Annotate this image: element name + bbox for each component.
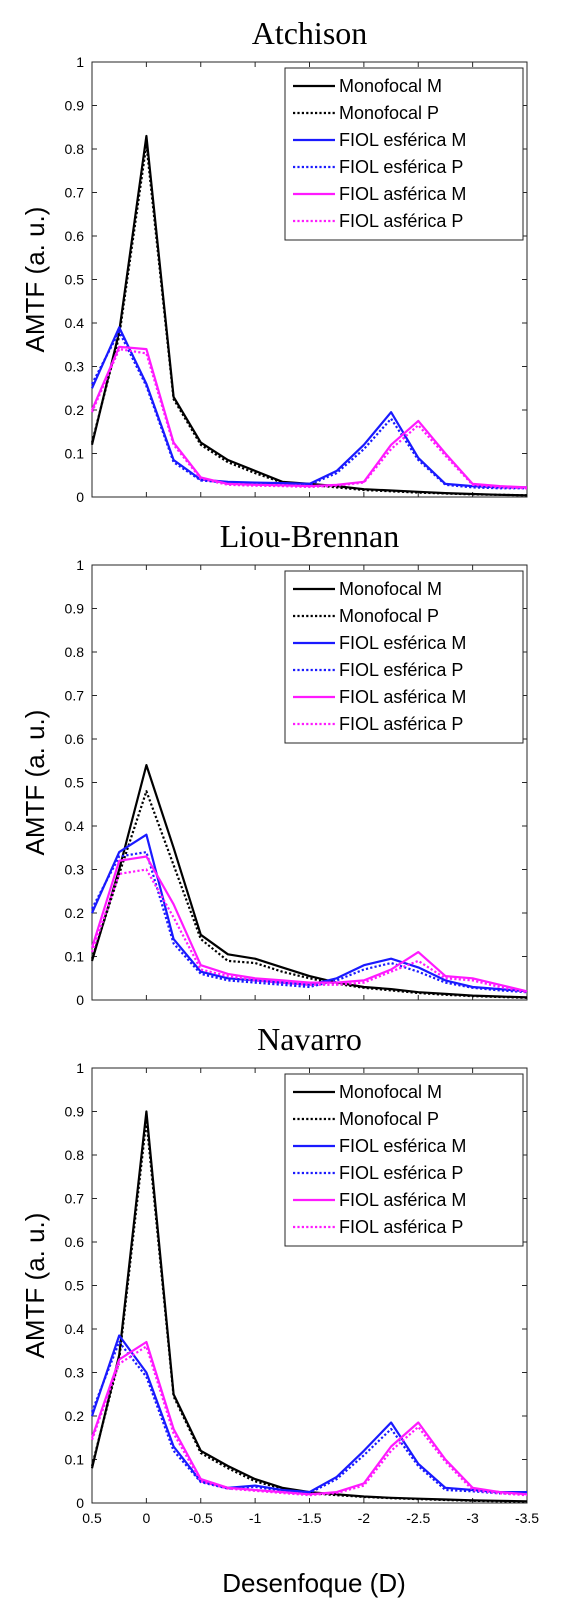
y-tick-label: 0.1 — [65, 949, 85, 965]
series-line-5 — [90, 1345, 528, 1497]
series-line-0 — [90, 763, 528, 999]
y-tick-label: 0.2 — [65, 1408, 85, 1424]
series-line-3 — [90, 1340, 527, 1495]
legend-entry: Monofocal P — [339, 1109, 439, 1129]
chart-panel-0: Atchison 0 0.1 0.2 0.3 0.4 0.5 0.6 0.7 0.8 0.9 1 AMT… — [20, 15, 528, 505]
series-line-5 — [90, 868, 528, 994]
series-line-2 — [90, 326, 527, 489]
series-line-1 — [90, 790, 528, 999]
chart-title: Navarro — [257, 1021, 362, 1057]
y-tick-label: 0 — [76, 1495, 84, 1511]
legend-entry: FIOL asférica P — [339, 1217, 463, 1237]
y-tick-label: 0.4 — [65, 818, 85, 834]
y-tick-label: 0.9 — [65, 1104, 85, 1120]
y-tick-label: 0.8 — [65, 141, 85, 157]
y-tick-label: 0 — [76, 489, 84, 505]
x-tick-label: -1 — [249, 1510, 262, 1526]
legend: Monofocal M Monofocal P FIOL esférica M FIO… — [284, 1073, 524, 1247]
series-line-3 — [91, 330, 527, 490]
x-tick-label: -1.5 — [297, 1510, 321, 1526]
y-tick-label: 0.5 — [65, 1278, 85, 1294]
legend-entry: FIOL asférica M — [339, 1190, 466, 1210]
legend-entry: FIOL esférica P — [339, 660, 463, 680]
y-tick-label: 0.8 — [65, 1147, 85, 1163]
legend-entry: FIOL esférica M — [339, 1136, 466, 1156]
x-tick-label: -3 — [466, 1510, 479, 1526]
y-tick-label: 0.3 — [65, 862, 85, 878]
legend-entry: FIOL esférica M — [339, 633, 466, 653]
legend-entry: Monofocal P — [339, 606, 439, 626]
y-tick-label: 0.5 — [65, 775, 85, 791]
y-tick-label: 0.6 — [65, 228, 85, 244]
series-line-3 — [91, 850, 528, 994]
y-tick-label: 0.5 — [65, 272, 85, 288]
y-tick-label: 0.7 — [65, 1191, 85, 1207]
x-tick-label: -3.5 — [515, 1510, 539, 1526]
legend-box — [284, 1073, 524, 1247]
y-tick-label: 0.4 — [65, 1321, 85, 1337]
legend-entry: Monofocal M — [339, 1082, 442, 1102]
y-axis-label: AMTF (a. u.) — [20, 710, 50, 856]
series-line-5 — [90, 348, 528, 490]
legend-box — [284, 67, 524, 241]
series-line-2 — [90, 1334, 527, 1494]
y-tick-label: 0.9 — [65, 601, 85, 617]
y-tick-label: 0.2 — [65, 402, 85, 418]
y-tick-label: 0 — [76, 992, 84, 1008]
legend-entry: FIOL esférica P — [339, 157, 463, 177]
y-tick-label: 0.6 — [65, 731, 85, 747]
chart-panel-1: Liou-Brennan 0 0.1 0.2 0.3 0.4 0.5 0.6 0.7 0.8 0.9… — [20, 518, 528, 1008]
y-tick-label: 0.7 — [65, 185, 85, 201]
legend-entry: Monofocal M — [339, 579, 442, 599]
x-tick-label: 0.5 — [82, 1510, 102, 1526]
legend: Monofocal M Monofocal P FIOL esférica M FIO… — [284, 67, 524, 241]
legend-entry: Monofocal P — [339, 103, 439, 123]
x-tick-label: -2 — [358, 1510, 371, 1526]
x-axis-label: Desenfoque (D) — [222, 1568, 406, 1598]
legend-entry: FIOL asférica M — [339, 687, 466, 707]
y-tick-label: 0.1 — [65, 1452, 85, 1468]
y-axis-label: AMTF (a. u.) — [20, 207, 50, 353]
series-line-4 — [90, 855, 528, 993]
legend-entry: FIOL asférica P — [339, 714, 463, 734]
y-tick-label: 0.3 — [65, 359, 85, 375]
x-tick-label: -0.5 — [189, 1510, 213, 1526]
legend-entry: FIOL asférica M — [339, 184, 466, 204]
y-tick-label: 0.1 — [65, 446, 85, 462]
y-tick-label: 0.7 — [65, 688, 85, 704]
y-axis-label: AMTF (a. u.) — [20, 1213, 50, 1359]
legend-box — [284, 570, 524, 744]
legend-entry: FIOL esférica P — [339, 1163, 463, 1183]
y-tick-label: 0.8 — [65, 644, 85, 660]
legend-entry: FIOL esférica M — [339, 130, 466, 150]
y-tick-label: 0.6 — [65, 1234, 85, 1250]
chart-title: Atchison — [252, 15, 368, 51]
series-line-2 — [90, 833, 528, 993]
y-tick-label: 0.9 — [65, 98, 85, 114]
legend-entry: Monofocal M — [339, 76, 442, 96]
x-tick-label: 0 — [142, 1510, 150, 1526]
y-tick-label: 1 — [76, 557, 84, 573]
chart-title: Liou-Brennan — [220, 518, 400, 554]
x-tick-label: -2.5 — [406, 1510, 430, 1526]
y-tick-label: 1 — [76, 54, 84, 70]
legend-entry: FIOL asférica P — [339, 211, 463, 231]
y-tick-label: 0.2 — [65, 905, 85, 921]
y-tick-label: 1 — [76, 1060, 84, 1076]
y-tick-label: 0.3 — [65, 1365, 85, 1381]
legend: Monofocal M Monofocal P FIOL esférica M FIO… — [284, 570, 524, 744]
series-line-4 — [90, 1340, 528, 1496]
y-tick-label: 0.4 — [65, 315, 85, 331]
